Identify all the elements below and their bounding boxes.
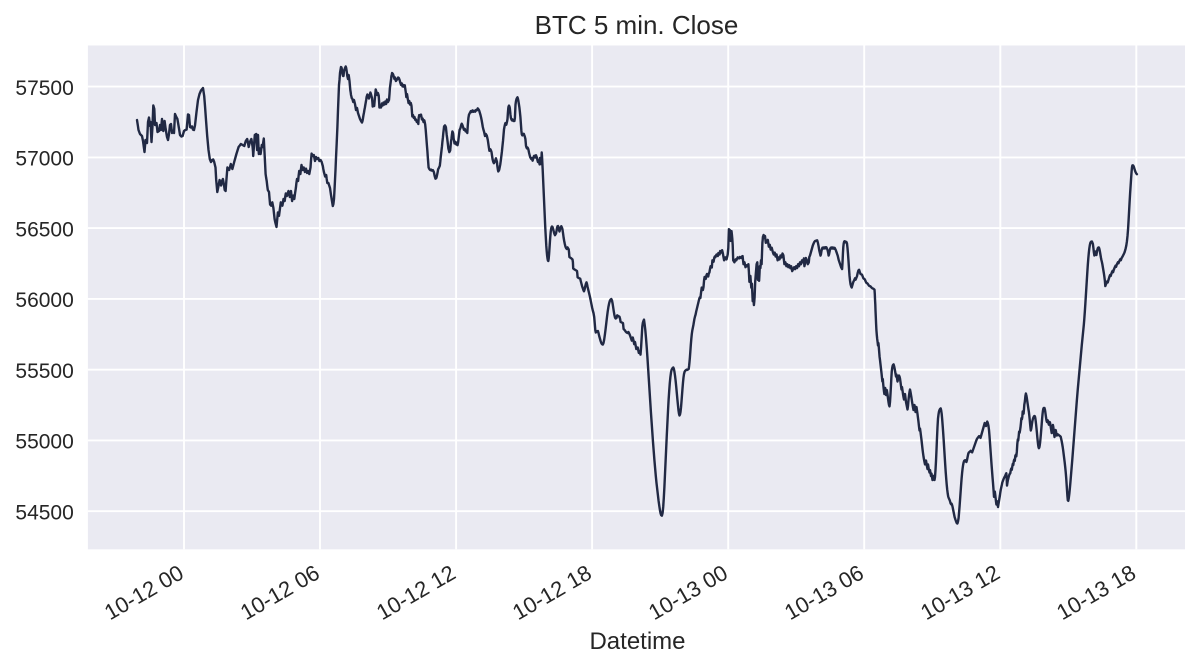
svg-text:55000: 55000: [15, 431, 73, 454]
svg-text:56000: 56000: [15, 289, 73, 312]
svg-text:Datetime: Datetime: [589, 628, 685, 655]
svg-text:55500: 55500: [15, 360, 73, 383]
svg-text:57500: 57500: [15, 77, 73, 100]
svg-text:BTC 5 min. Close: BTC 5 min. Close: [535, 10, 739, 40]
svg-text:57000: 57000: [15, 148, 73, 171]
svg-text:56500: 56500: [15, 218, 73, 241]
svg-text:54500: 54500: [15, 502, 73, 525]
